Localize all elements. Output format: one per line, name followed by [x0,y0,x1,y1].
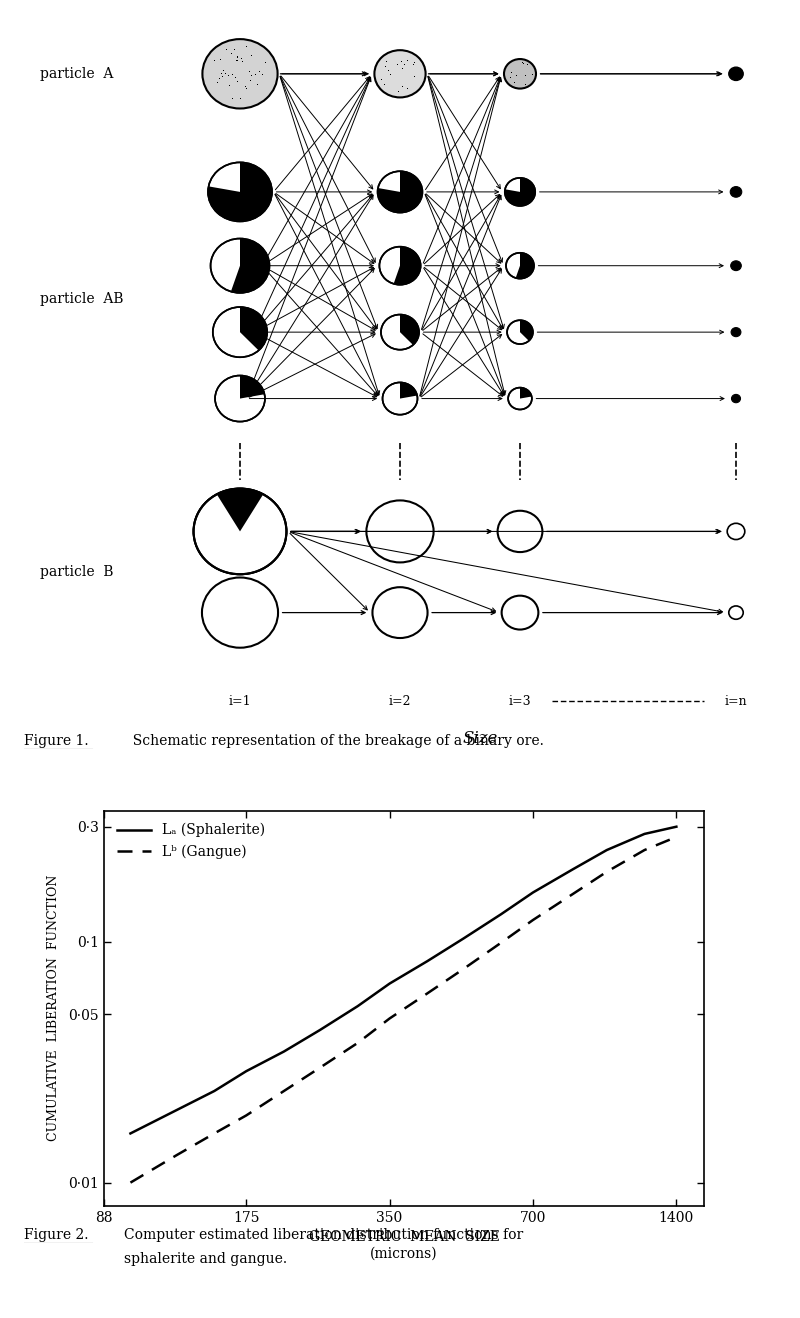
Lₐ (Sphalerite) [172,1102,182,1118]
Wedge shape [240,376,265,398]
Text: Figure 1.: Figure 1. [24,734,89,747]
Wedge shape [505,178,535,206]
Lᵇ (Gangue) [602,863,611,879]
Text: sphalerite and gangue.: sphalerite and gangue. [124,1252,287,1265]
Circle shape [729,67,743,80]
Text: Figure 2.: Figure 2. [24,1228,89,1242]
Circle shape [731,328,741,336]
Circle shape [506,253,534,278]
Lₐ (Sphalerite) [279,1044,289,1060]
Lᵇ (Gangue) [315,1060,325,1075]
Lₐ (Sphalerite) [385,975,394,991]
Text: i=2: i=2 [389,695,411,708]
Circle shape [373,588,427,638]
Circle shape [202,40,278,108]
Circle shape [508,387,532,410]
Lᵇ (Gangue) [640,842,650,858]
Lᵇ (Gangue) [279,1083,289,1099]
Lₐ (Sphalerite) [458,931,468,946]
Lₐ (Sphalerite) [126,1126,135,1141]
Wedge shape [378,171,422,212]
Lᵇ (Gangue) [242,1107,251,1123]
Lₐ (Sphalerite) [242,1064,251,1079]
Lₐ (Sphalerite) [528,884,538,900]
Circle shape [379,246,421,285]
Circle shape [202,577,278,647]
Lᵇ (Gangue) [210,1126,219,1141]
Circle shape [729,606,743,619]
Circle shape [382,382,418,415]
Lᵇ (Gangue) [353,1035,362,1050]
Text: particle  B: particle B [40,565,114,579]
Wedge shape [240,307,267,351]
Circle shape [194,489,286,575]
Lₐ (Sphalerite) [353,998,362,1014]
Wedge shape [520,320,533,341]
Wedge shape [400,382,417,398]
Circle shape [507,320,533,344]
Lᵇ (Gangue) [496,934,506,950]
X-axis label: GEOMETRIC  MEAN  SIZE
(microns): GEOMETRIC MEAN SIZE (microns) [309,1231,499,1260]
Text: particle  AB: particle AB [40,291,123,306]
Lₐ (Sphalerite) [210,1083,219,1099]
Circle shape [381,315,419,349]
Circle shape [730,187,742,198]
Circle shape [210,239,270,293]
Wedge shape [217,489,263,531]
Lᵇ (Gangue) [172,1147,182,1162]
Y-axis label: CUMULATIVE  LIBERATION  FUNCTION: CUMULATIVE LIBERATION FUNCTION [47,875,60,1141]
Circle shape [194,489,286,575]
Lᵇ (Gangue) [671,829,681,845]
Legend: Lₐ (Sphalerite), Lᵇ (Gangue): Lₐ (Sphalerite), Lᵇ (Gangue) [111,817,271,865]
Lᵇ (Gangue) [568,886,578,902]
Wedge shape [394,246,421,285]
Circle shape [374,50,426,98]
Wedge shape [208,162,272,221]
Circle shape [213,307,267,357]
Text: Schematic representation of the breakage of a binary ore.: Schematic representation of the breakage… [124,734,544,747]
Circle shape [731,394,741,403]
Lᵇ (Gangue) [422,986,432,1002]
Lₐ (Sphalerite) [602,842,611,858]
Lᵇ (Gangue) [385,1011,394,1027]
Lᵇ (Gangue) [528,912,538,928]
Text: Size: Size [462,730,498,746]
Lₐ (Sphalerite) [671,818,681,834]
Lₐ (Sphalerite) [422,953,432,969]
Line: Lᵇ (Gangue): Lᵇ (Gangue) [130,837,676,1182]
Circle shape [498,511,542,552]
Wedge shape [231,239,270,293]
Text: i=3: i=3 [509,695,531,708]
Line: Lₐ (Sphalerite): Lₐ (Sphalerite) [130,826,676,1133]
Circle shape [378,171,422,212]
Text: Computer estimated liberation distribution functions for: Computer estimated liberation distributi… [124,1228,523,1242]
Lᵇ (Gangue) [126,1174,135,1190]
Circle shape [505,178,535,206]
Circle shape [366,501,434,563]
Lₐ (Sphalerite) [640,826,650,842]
Text: i=1: i=1 [229,695,251,708]
Wedge shape [520,387,532,398]
Circle shape [208,162,272,221]
Circle shape [215,376,265,422]
Wedge shape [516,253,534,278]
Circle shape [730,261,742,270]
Circle shape [502,596,538,630]
Circle shape [504,59,536,88]
Wedge shape [400,315,419,345]
Lₐ (Sphalerite) [496,907,506,923]
Lᵇ (Gangue) [458,961,468,977]
Text: i=n: i=n [725,695,747,708]
Lₐ (Sphalerite) [568,861,578,876]
Circle shape [727,523,745,539]
Lₐ (Sphalerite) [315,1021,325,1037]
Text: particle  A: particle A [40,67,114,80]
